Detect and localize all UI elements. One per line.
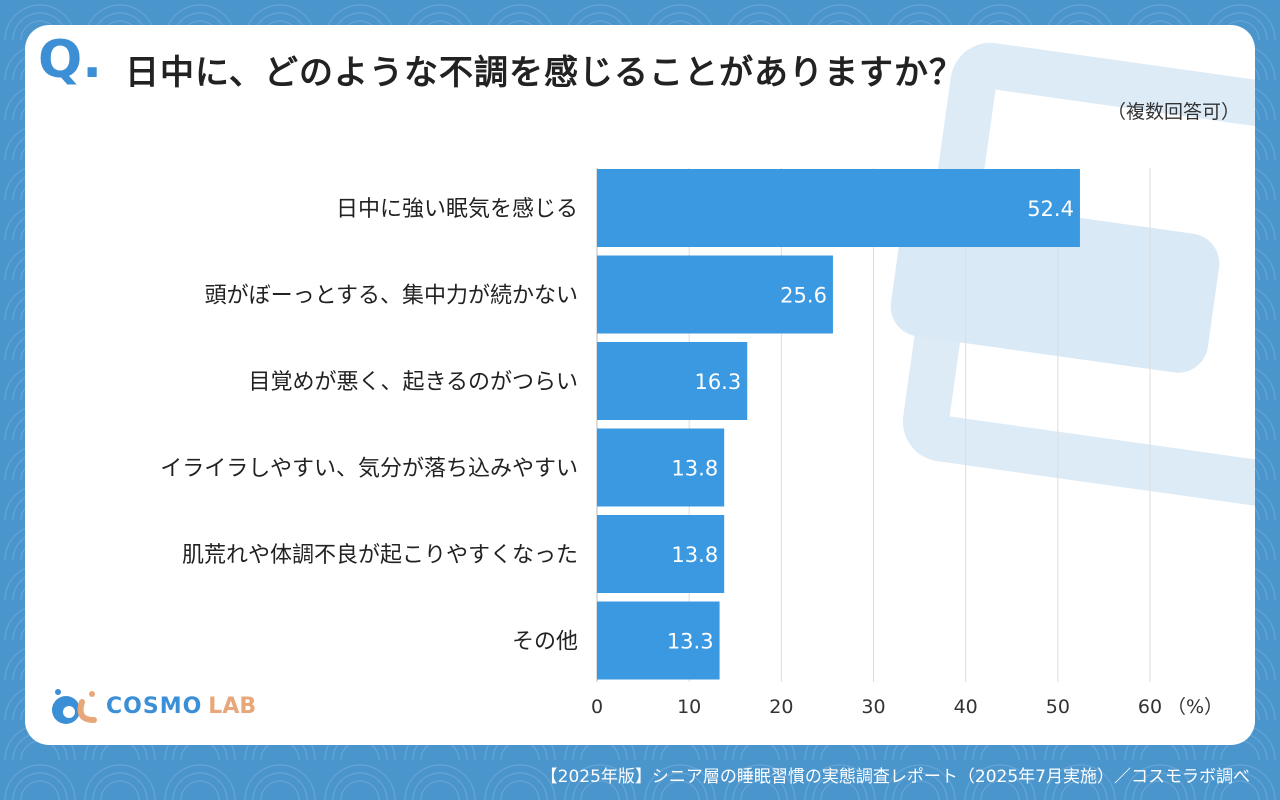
bar-value-label: 52.4 (1027, 197, 1074, 221)
page-title: 日中に、どのような不調を感じることがありますか？ (125, 53, 964, 93)
bar-value-label: 25.6 (780, 284, 827, 308)
bar (597, 169, 1080, 247)
x-tick-label: 20 (769, 696, 793, 718)
logo: COSMO LAB (48, 686, 256, 726)
q-mark: Q. (38, 30, 102, 90)
logo-text-lab: LAB (208, 693, 257, 719)
x-tick-label: 60 (1138, 696, 1162, 718)
category-label: 頭がぼーっとする、集中力が続かない (205, 284, 578, 309)
bar-value-label: 16.3 (694, 370, 741, 394)
category-label: イライラしやすい、気分が落ち込みやすい (160, 457, 578, 482)
x-tick-label: 0 (591, 696, 603, 718)
x-tick-label: 50 (1046, 696, 1070, 718)
x-tick-label: 40 (954, 696, 978, 718)
x-tick-label: 10 (677, 696, 701, 718)
bar (597, 601, 720, 680)
category-label: その他 (512, 630, 578, 655)
category-label: 肌荒れや体調不良が起こりやすくなった (182, 543, 578, 568)
bar (597, 428, 725, 507)
x-tick-label: 30 (861, 696, 885, 718)
bar-value-label: 13.8 (671, 543, 718, 567)
logo-icon (52, 689, 97, 724)
bar-value-label: 13.3 (667, 630, 714, 654)
x-unit-label: （%） (1167, 696, 1223, 718)
bar-value-label: 13.8 (671, 457, 718, 481)
category-label: 目覚めが悪く、起きるのがつらい (248, 370, 578, 395)
category-label: 日中に強い眠気を感じる (336, 197, 578, 222)
bar (597, 255, 833, 334)
multiple-answer-note: （複数回答可） (1106, 101, 1240, 123)
source-footer: 【2025年版】シニア層の睡眠習慣の実態調査レポート（2025年7月実施）／コス… (540, 767, 1250, 787)
bar (597, 342, 748, 420)
bar (597, 515, 725, 593)
logo-text: COSMO (106, 693, 203, 719)
